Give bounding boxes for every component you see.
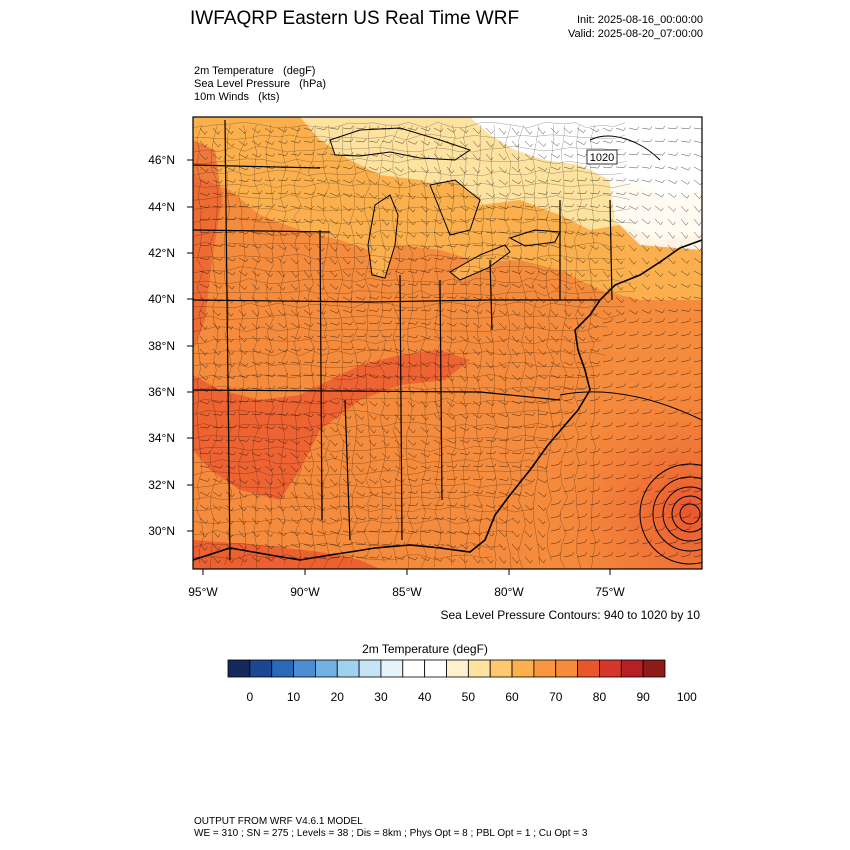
colorbar-title: 2m Temperature (degF) — [362, 642, 488, 656]
isobar-1010 — [559, 391, 702, 421]
colorbar-swatch — [358, 659, 382, 678]
colorbar-swatch — [380, 659, 404, 678]
wind-barbs — [199, 125, 702, 564]
lat-label: 44°N — [148, 200, 175, 214]
colorbar-swatch — [249, 659, 273, 678]
field-labels: 2m Temperature (degF) Sea Level Pressure… — [194, 65, 326, 104]
colorbar-swatch — [642, 659, 666, 678]
colorbar-tick-label: 60 — [505, 690, 519, 704]
colorbar-tick-label: 40 — [418, 690, 432, 704]
colorbar-tick-label: 50 — [462, 690, 476, 704]
colorbar-swatch — [402, 659, 426, 678]
longitude-ticks — [202, 569, 611, 575]
colorbar-tick-label: 10 — [287, 690, 301, 704]
longitude-labels: 95°W 90°W 85°W 80°W 75°W — [188, 585, 625, 599]
lat-label: 42°N — [148, 246, 175, 260]
lake-ontario — [508, 229, 561, 247]
map-border — [192, 116, 703, 570]
plot-title: IWFAQRP Eastern US Real Time WRF — [190, 8, 520, 29]
colorbar-swatch — [424, 659, 447, 678]
colorbar-swatch — [271, 659, 294, 678]
isobar-label: 1020 — [590, 152, 614, 164]
temperature-field-northeast — [600, 117, 702, 250]
colorbar-swatch — [533, 659, 557, 678]
colorbar-swatch — [336, 659, 360, 678]
lat-label: 34°N — [148, 431, 175, 445]
init-time: Init: 2025-08-16_00:00:00 — [577, 14, 703, 26]
colorbar — [227, 659, 666, 678]
colorbar-swatch — [577, 659, 600, 678]
field-label-pressure: Sea Level Pressure (hPa) — [194, 78, 327, 90]
colorbar-tick-label: 30 — [374, 690, 388, 704]
lat-label: 32°N — [148, 478, 175, 492]
run-times: Init: 2025-08-16_00:00:00 Valid: 2025-08… — [568, 13, 703, 41]
colorbar-swatch — [293, 659, 316, 678]
colorbar-swatch — [599, 659, 622, 678]
colorbar-swatch — [314, 659, 338, 678]
colorbar-tick-label: 100 — [677, 690, 697, 704]
colorbar-tick-label: 70 — [549, 690, 563, 704]
colorbar-swatch — [446, 659, 469, 678]
coastline — [193, 239, 702, 561]
isobar-label-box — [586, 149, 618, 165]
colorbar-tick-label: 90 — [636, 690, 650, 704]
footer-line-config: WE = 310 ; SN = 275 ; Levels = 38 ; Dis … — [194, 828, 588, 839]
lat-label: 36°N — [148, 385, 175, 399]
lon-label: 85°W — [392, 585, 422, 599]
lon-label: 80°W — [494, 585, 524, 599]
colorbar-swatch — [555, 659, 579, 678]
colorbar-tick-labels: 0 10 20 30 40 50 60 70 80 90 100 — [247, 690, 698, 704]
lon-label: 75°W — [595, 585, 625, 599]
colorbar-tick-label: 0 — [247, 690, 254, 704]
colorbar-tick-label: 20 — [331, 690, 345, 704]
field-label-temperature: 2m Temperature (degF) — [194, 65, 316, 77]
colorbar-swatch — [511, 659, 535, 678]
lat-label: 46°N — [148, 153, 175, 167]
latitude-labels: 46°N 44°N 42°N 40°N 38°N 36°N 34°N 32°N … — [148, 153, 175, 538]
valid-time: Valid: 2025-08-20_07:00:00 — [568, 28, 703, 40]
lake-michigan — [367, 194, 399, 279]
colorbar-tick-label: 80 — [593, 690, 607, 704]
isobar-1020 — [589, 135, 661, 161]
lat-label: 40°N — [148, 292, 175, 306]
colorbar-swatch — [467, 659, 491, 678]
map-panel: 1020 — [193, 117, 702, 569]
temperature-field-hot — [193, 350, 470, 500]
lat-label: 30°N — [148, 524, 175, 538]
lat-label: 38°N — [148, 339, 175, 353]
temperature-field-gulf — [193, 540, 380, 569]
footer-line-model: OUTPUT FROM WRF V4.6.1 MODEL — [194, 816, 363, 827]
county-boundaries — [193, 119, 635, 569]
lon-label: 95°W — [188, 585, 218, 599]
storm-warm-core — [530, 352, 702, 569]
latitude-ticks — [187, 159, 193, 532]
model-footer: OUTPUT FROM WRF V4.6.1 MODEL WE = 310 ; … — [194, 816, 587, 840]
colorbar-swatch — [489, 659, 513, 678]
lon-label: 90°W — [290, 585, 320, 599]
contour-note: Sea Level Pressure Contours: 940 to 1020… — [440, 608, 701, 622]
storm-isobars — [639, 463, 702, 565]
temperature-field-hot-west — [193, 140, 222, 350]
colorbar-swatch — [620, 659, 644, 678]
colorbar-swatch — [227, 659, 251, 678]
field-label-winds: 10m Winds (kts) — [194, 91, 280, 103]
